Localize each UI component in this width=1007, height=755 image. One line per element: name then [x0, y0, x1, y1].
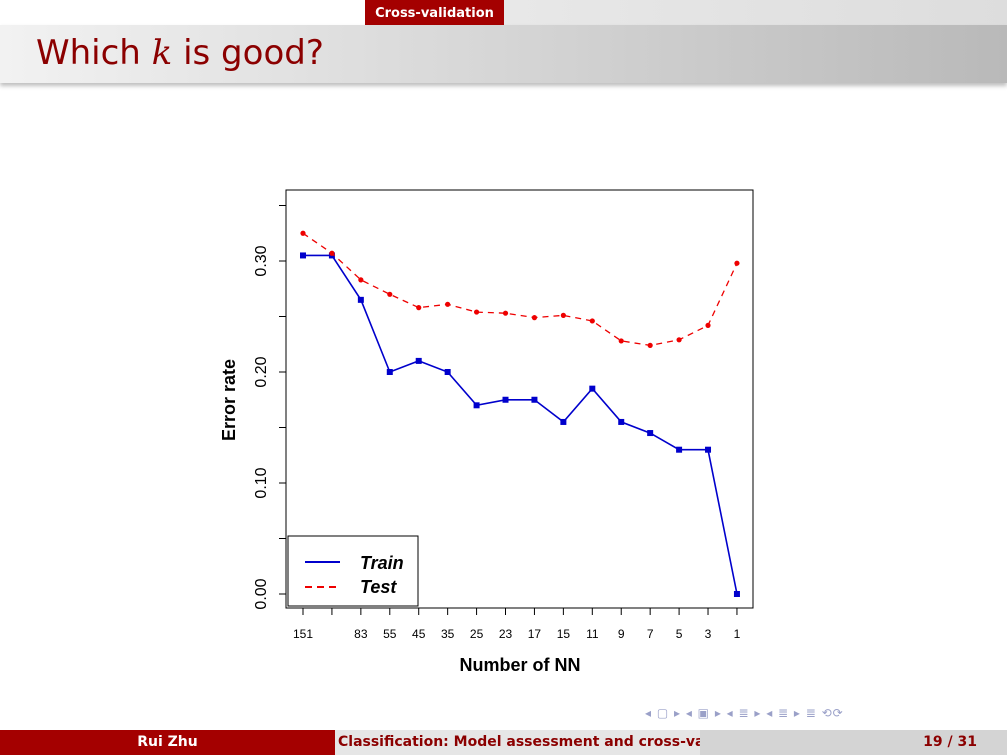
x-axis: 151 83 55 45 35 25 23 17 15 11 9 7 5 3 1: [293, 607, 741, 641]
y-tick-label: 0.20: [253, 356, 270, 387]
frame-title: Which k is good?: [36, 33, 324, 73]
data-point-test: [358, 277, 364, 283]
y-axis-label: Error rate: [219, 359, 239, 441]
data-point-train: [357, 296, 364, 303]
data-point-test: [473, 309, 480, 315]
data-point-train: [589, 385, 596, 392]
data-point-train: [705, 446, 712, 453]
y-tick-label: 0.30: [253, 245, 270, 276]
series-line-test: [302, 232, 738, 347]
data-point-train: [386, 369, 393, 375]
data-point-train: [444, 369, 451, 375]
x-axis-label: Number of NN: [460, 655, 581, 675]
y-tick-label: 0.10: [253, 467, 270, 498]
legend: Train Test: [287, 535, 419, 607]
x-tick-label: 15: [557, 627, 571, 641]
data-point-test: [734, 260, 740, 266]
x-tick-label: 7: [647, 627, 654, 641]
title-prefix: Which: [36, 33, 152, 73]
topbar-right-area: [504, 0, 1007, 25]
x-tick-label: 83: [354, 627, 368, 641]
x-tick-label: 3: [705, 627, 712, 641]
series-layer: [300, 230, 740, 597]
footer-page-number: 19 / 31: [700, 730, 1007, 755]
data-point-test: [329, 250, 335, 256]
x-tick-label: 9: [618, 627, 625, 641]
data-point-test: [445, 301, 451, 307]
data-point-train: [300, 252, 306, 259]
legend-train-label: Train: [360, 553, 404, 573]
data-point-train: [647, 430, 654, 437]
data-point-test: [300, 230, 306, 236]
data-point-train: [473, 402, 480, 409]
data-point-test: [560, 312, 566, 318]
data-point-test: [387, 291, 393, 297]
topbar-left-area: [0, 0, 365, 25]
x-tick-label: 55: [383, 627, 397, 641]
x-tick-label: 23: [499, 627, 513, 641]
data-point-test: [531, 315, 538, 321]
x-tick-label: 35: [441, 627, 455, 641]
data-point-train: [676, 446, 683, 453]
x-tick-label: 45: [412, 627, 426, 641]
y-tick-label: 0.00: [253, 578, 270, 609]
data-point-test: [589, 318, 595, 324]
data-point-train: [618, 418, 625, 425]
data-point-train: [560, 418, 567, 425]
data-point-test: [676, 337, 682, 343]
top-navigation-bar: Cross-validation: [0, 0, 1007, 25]
data-point-train: [531, 396, 538, 403]
footer-author: Rui Zhu: [0, 730, 335, 755]
x-tick-label: 17: [528, 627, 542, 641]
data-point-test: [647, 342, 653, 348]
data-point-train: [502, 396, 509, 403]
data-point-test: [416, 305, 422, 311]
data-point-test: [618, 338, 624, 344]
footer-bar: Rui Zhu Classification: Model assessment…: [0, 730, 1007, 755]
data-point-test: [705, 322, 711, 328]
y-axis: 0.00 0.10 0.20 0.30: [253, 205, 287, 610]
title-suffix: is good?: [172, 33, 324, 73]
x-tick-label: 151: [293, 627, 313, 641]
footer-title: Classification: Model assessment and cro…: [335, 730, 700, 755]
data-point-test: [502, 310, 509, 316]
legend-box: [287, 535, 419, 607]
beamer-navigation-icons[interactable]: ◂ ▢ ▸ ◂ ▣ ▸ ◂ ≣ ▸ ◂ ≣ ▸ ≣ ⟲⟳: [645, 706, 844, 720]
x-tick-label: 1: [734, 627, 741, 641]
x-tick-label: 25: [470, 627, 484, 641]
title-variable-k: k: [151, 33, 173, 73]
data-point-train: [733, 591, 740, 597]
data-point-train: [415, 357, 422, 364]
legend-test-label: Test: [360, 577, 397, 597]
frame-title-bar: Which k is good?: [0, 25, 1007, 83]
x-tick-label: 5: [676, 627, 683, 641]
x-tick-label: 11: [586, 627, 599, 641]
series-line-train: [303, 254, 738, 595]
section-name[interactable]: Cross-validation: [365, 0, 504, 25]
